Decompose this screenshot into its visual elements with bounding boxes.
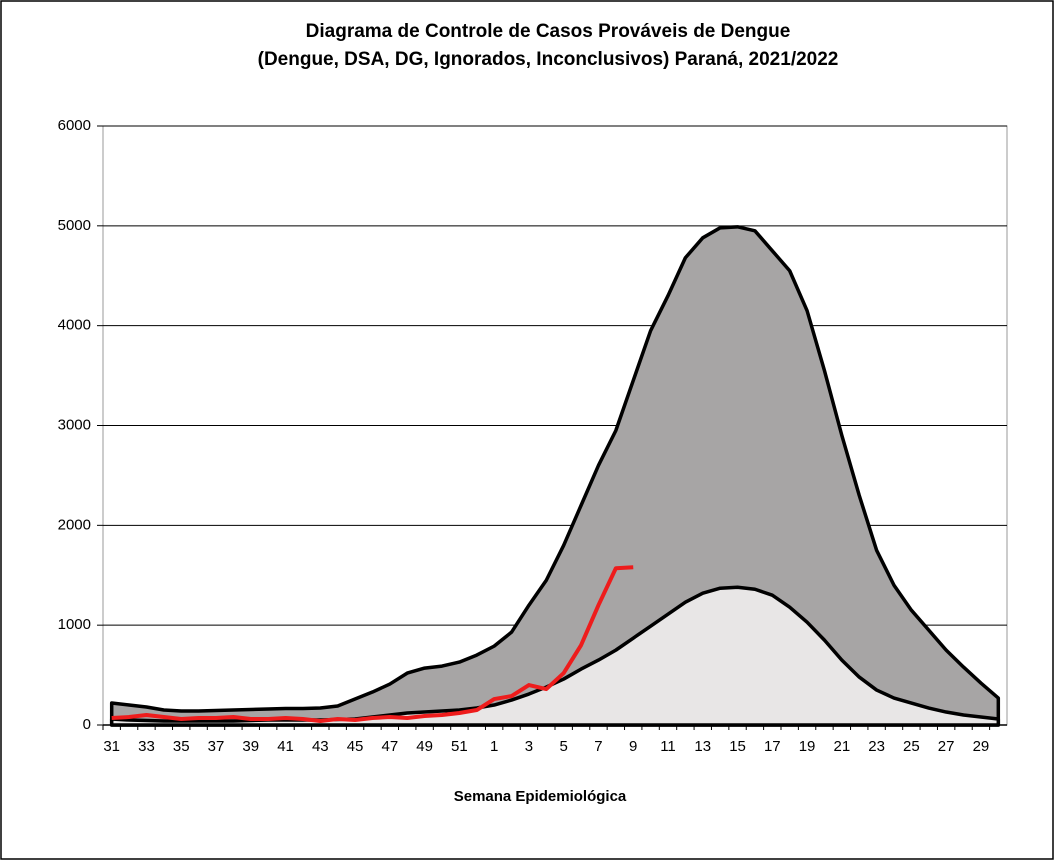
x-tick-label: 43 <box>312 738 329 755</box>
x-tick-label: 39 <box>242 738 259 755</box>
x-axis-label: Semana Epidemiológica <box>454 788 627 805</box>
x-tick-label: 21 <box>834 738 851 755</box>
y-tick-label: 6000 <box>58 117 91 134</box>
line-current <box>111 565 634 724</box>
y-tick-label: 3000 <box>58 416 91 433</box>
x-tick-label: 11 <box>660 738 676 755</box>
x-tick-label: 49 <box>416 738 433 755</box>
x-tick-label: 41 <box>277 738 294 755</box>
area-upper <box>109 225 1001 727</box>
y-tick-label: 2000 <box>58 516 91 533</box>
x-tick-label: 5 <box>560 738 568 755</box>
x-tick-label: 23 <box>868 738 885 755</box>
x-tick-label: 13 <box>694 738 711 755</box>
x-tick-label: 3 <box>525 738 533 755</box>
chart-title: Diagrama de Controle de Casos Prováveis … <box>306 21 791 42</box>
y-tick-label: 1000 <box>58 616 91 633</box>
y-tick-label: 5000 <box>58 217 91 234</box>
x-tick-label: 7 <box>594 738 602 755</box>
x-tick-label: 51 <box>451 738 468 755</box>
x-tick-label: 17 <box>764 738 781 755</box>
y-tick-label: 0 <box>83 716 91 733</box>
x-tick-label: 27 <box>938 738 955 755</box>
y-tick-label: 4000 <box>58 317 91 334</box>
x-tick-label: 35 <box>173 738 190 755</box>
x-tick-label: 1 <box>490 738 498 755</box>
x-tick-label: 31 <box>103 738 120 755</box>
x-tick-label: 37 <box>208 738 225 755</box>
x-tick-label: 9 <box>629 738 637 755</box>
x-tick-label: 33 <box>138 738 155 755</box>
x-tick-label: 15 <box>729 738 746 755</box>
x-tick-label: 25 <box>903 738 920 755</box>
x-tick-label: 45 <box>347 738 364 755</box>
x-tick-label: 29 <box>973 738 990 755</box>
chart-subtitle: (Dengue, DSA, DG, Ignorados, Inconclusiv… <box>258 49 839 70</box>
x-tick-label: 47 <box>382 738 399 755</box>
x-tick-label: 19 <box>799 738 816 755</box>
